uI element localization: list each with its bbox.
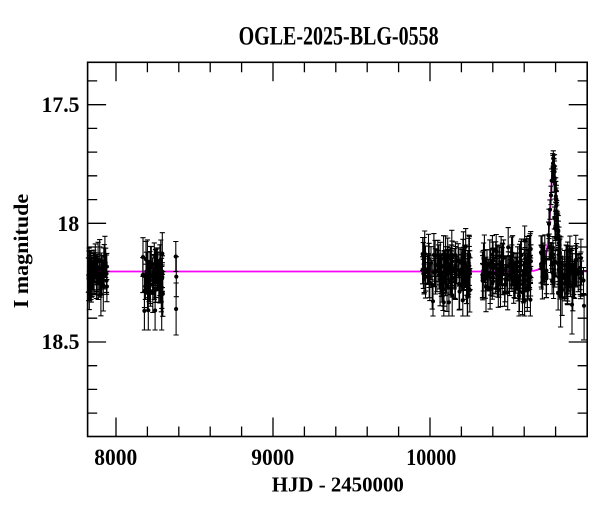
svg-text:10000: 10000 (406, 445, 456, 470)
svg-text:18: 18 (57, 211, 79, 236)
svg-text:8000: 8000 (94, 445, 137, 470)
svg-text:OGLE-2025-BLG-0558: OGLE-2025-BLG-0558 (239, 21, 439, 51)
svg-text:18.5: 18.5 (42, 329, 80, 354)
svg-text:17.5: 17.5 (42, 92, 80, 117)
svg-text:HJD - 2450000: HJD - 2450000 (272, 473, 404, 497)
svg-text:9000: 9000 (251, 445, 294, 470)
svg-text:I magnitude: I magnitude (9, 194, 33, 309)
